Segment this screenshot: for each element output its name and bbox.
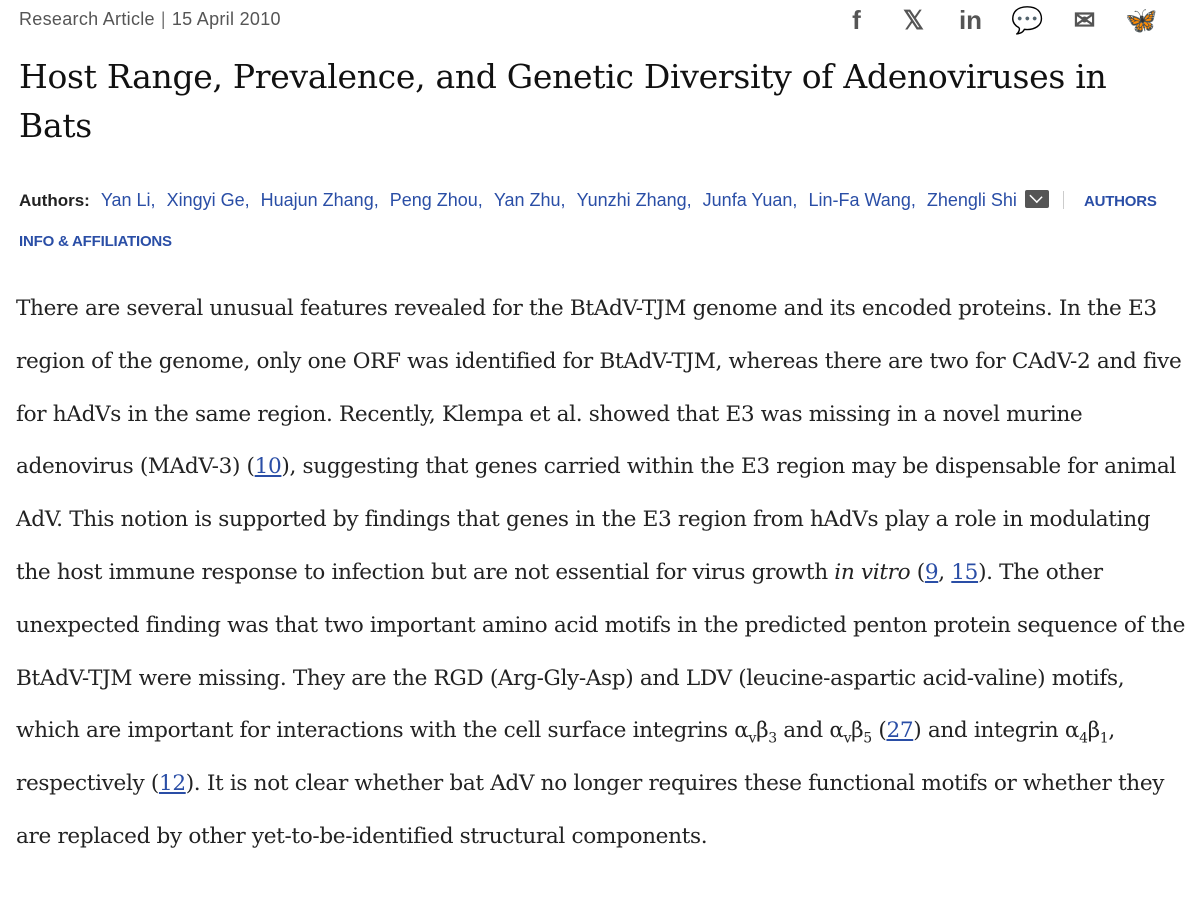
paragraph-text: ). It is not clear whether bat AdV no lo…	[16, 771, 1165, 849]
subscript: 1	[1099, 730, 1109, 747]
wechat-icon[interactable]: 💬	[1011, 4, 1044, 35]
publication-date: 15 April 2010	[171, 9, 281, 29]
email-icon[interactable]	[1024, 190, 1049, 208]
author-link[interactable]: Zhengli Shi	[926, 190, 1017, 210]
meta-separator: |	[160, 9, 166, 29]
paragraph-text: There are several unusual features revea…	[16, 296, 1182, 480]
reference-link[interactable]: 12	[158, 771, 186, 797]
italic-text: in vitro	[834, 559, 911, 585]
paragraph-text: and α	[776, 718, 844, 744]
article-paragraph: There are several unusual features revea…	[16, 283, 1188, 864]
author-link[interactable]: Huajun Zhang,	[260, 190, 379, 210]
subscript: 4	[1079, 730, 1088, 747]
author-link[interactable]: Peng Zhou,	[389, 190, 483, 210]
authors-label: Authors:	[19, 191, 90, 210]
facebook-icon[interactable]: f	[852, 4, 861, 35]
paragraph-text: β	[1087, 718, 1100, 744]
article-meta: Research Article | 15 April 2010	[19, 9, 281, 30]
article-type: Research Article	[19, 9, 155, 29]
author-link[interactable]: Xingyi Ge,	[166, 190, 250, 210]
reference-link[interactable]: 10	[254, 454, 282, 480]
paragraph-text: ) and integrin α	[913, 718, 1080, 744]
paragraph-text: , respectively (	[16, 718, 1115, 797]
paragraph-text: (	[910, 559, 925, 585]
linkedin-icon[interactable]: in	[958, 4, 983, 35]
authors-list: Authors: Yan Li, Xingyi Ge, Huajun Zhang…	[19, 181, 1179, 261]
divider	[1062, 191, 1064, 209]
subscript: v	[748, 730, 757, 747]
authors-info-link[interactable]: AUTHORS INFO & AFFILIATIONS	[19, 193, 1157, 250]
paragraph-text: ). The other unexpected finding was that…	[16, 559, 1186, 744]
article-title: Host Range, Prevalence, and Genetic Dive…	[19, 57, 1107, 145]
paragraph-text: ,	[938, 559, 952, 585]
paragraph-text: ), suggesting that genes carried within …	[16, 454, 1176, 585]
paragraph-text: (	[871, 718, 887, 744]
subscript: 3	[768, 730, 777, 747]
paragraph-text: β	[851, 718, 864, 744]
reference-link[interactable]: 9	[924, 559, 939, 585]
email-icon[interactable]: ✉	[1073, 4, 1096, 35]
author-link[interactable]: Yan Zhu,	[493, 190, 566, 210]
author-link[interactable]: Junfa Yuan,	[702, 190, 798, 210]
subscript: 5	[863, 730, 872, 747]
author-link[interactable]: Yunzhi Zhang,	[576, 190, 692, 210]
reference-link[interactable]: 15	[951, 559, 979, 585]
x-icon[interactable]: 𝕏	[903, 4, 924, 35]
paragraph-text: β	[756, 718, 769, 744]
author-link[interactable]: Yan Li,	[100, 190, 156, 210]
subscript: v	[843, 730, 852, 747]
reference-link[interactable]: 27	[886, 718, 914, 744]
bluesky-icon[interactable]: 🦋	[1125, 4, 1158, 35]
author-link[interactable]: Lin-Fa Wang,	[808, 190, 916, 210]
